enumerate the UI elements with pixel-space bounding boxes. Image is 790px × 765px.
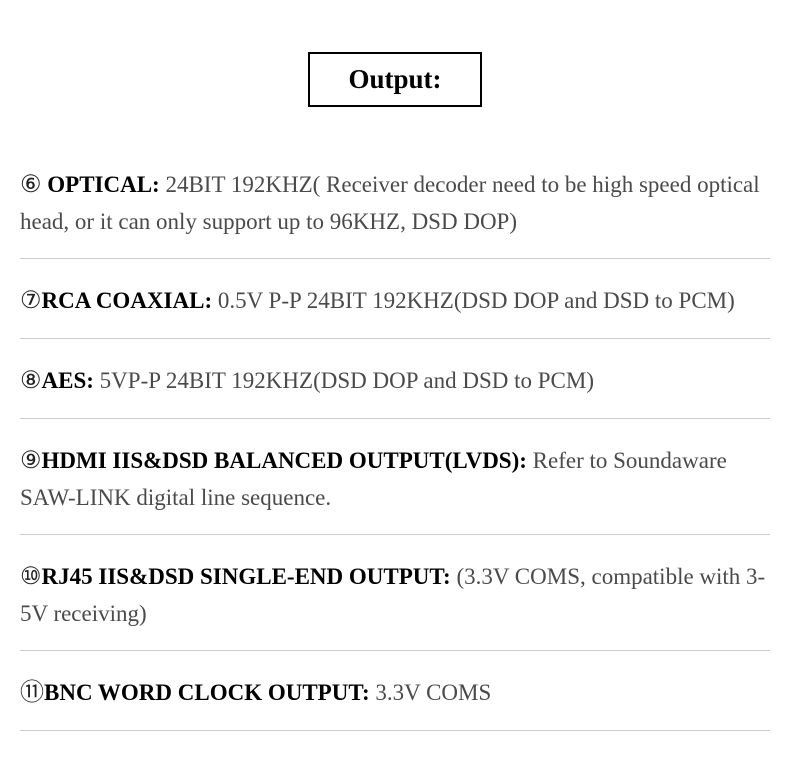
item-text-aes: 5VP-P 24BIT 192KHZ(DSD DOP and DSD to PC… bbox=[94, 368, 594, 393]
item-label-aes: AES: bbox=[42, 368, 94, 393]
spec-item-hdmi: ⑨HDMI IIS&DSD BALANCED OUTPUT(LVDS): Ref… bbox=[20, 433, 770, 535]
spacer bbox=[20, 259, 770, 273]
item-label-rj45: RJ45 IIS&DSD SINGLE-END OUTPUT: bbox=[42, 564, 451, 589]
spacer bbox=[20, 535, 770, 549]
item-label-hdmi: HDMI IIS&DSD BALANCED OUTPUT(LVDS): bbox=[42, 448, 527, 473]
item-label-rca: RCA COAXIAL: bbox=[42, 288, 213, 313]
spec-item-optical: ⑥ OPTICAL: 24BIT 192KHZ( Receiver decode… bbox=[20, 157, 770, 259]
spec-item-rca: ⑦RCA COAXIAL: 0.5V P-P 24BIT 192KHZ(DSD … bbox=[20, 273, 770, 339]
spec-item-aes: ⑧AES: 5VP-P 24BIT 192KHZ(DSD DOP and DSD… bbox=[20, 353, 770, 419]
item-number-6: ⑥ bbox=[20, 172, 42, 198]
spacer bbox=[20, 339, 770, 353]
item-number-9: ⑨ bbox=[20, 448, 42, 474]
item-text-bnc: 3.3V COMS bbox=[370, 680, 492, 705]
item-number-11: ⑪ bbox=[20, 680, 44, 706]
item-number-10: ⑩ bbox=[20, 564, 42, 590]
title-box: Output: bbox=[308, 52, 481, 107]
item-text-rca: 0.5V P-P 24BIT 192KHZ(DSD DOP and DSD to… bbox=[212, 288, 735, 313]
spacer bbox=[20, 419, 770, 433]
spec-item-rj45: ⑩RJ45 IIS&DSD SINGLE-END OUTPUT: (3.3V C… bbox=[20, 549, 770, 651]
item-number-8: ⑧ bbox=[20, 368, 42, 394]
item-label-optical: OPTICAL: bbox=[42, 172, 160, 197]
spacer bbox=[20, 651, 770, 665]
spec-item-bnc: ⑪BNC WORD CLOCK OUTPUT: 3.3V COMS bbox=[20, 665, 770, 731]
title-wrapper: Output: bbox=[20, 0, 770, 155]
item-number-7: ⑦ bbox=[20, 288, 42, 314]
section-title: Output: bbox=[348, 64, 441, 94]
item-label-bnc: BNC WORD CLOCK OUTPUT: bbox=[44, 680, 370, 705]
